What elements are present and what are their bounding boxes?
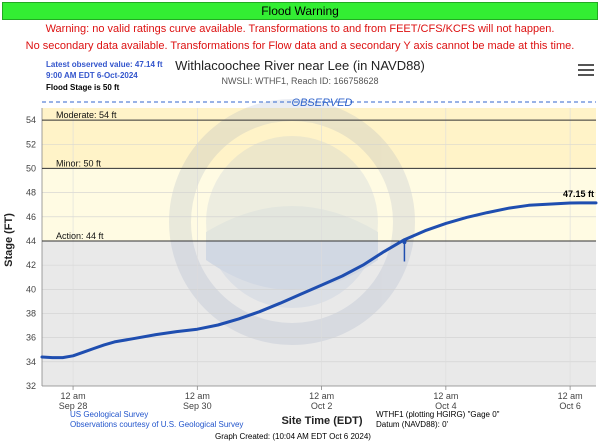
threshold-label: Moderate: 54 ft — [56, 110, 117, 120]
y-axis-ticks: 32 34 36 38 40 42 44 46 48 50 52 54 — [26, 115, 36, 391]
minor-to-action-band — [42, 168, 596, 241]
flood-warning-banner: Flood Warning — [2, 2, 598, 20]
x-tick-date-label: Sep 28 — [59, 401, 88, 411]
moderate-flood-band — [42, 108, 596, 121]
y-tick-label: 50 — [26, 163, 36, 173]
latest-observed-time: 9:00 AM EDT 6-Oct-2024 — [46, 71, 138, 80]
x-tick-date-label: Oct 6 — [559, 401, 581, 411]
x-tick-time-label: 12 am — [309, 391, 334, 401]
x-tick-time-label: 12 am — [185, 391, 210, 401]
y-tick-label: 54 — [26, 115, 36, 125]
chart-grid — [41, 108, 596, 387]
threshold-label: Action: 44 ft — [56, 231, 104, 241]
noaa-watermark-logo — [169, 99, 415, 345]
y-tick-label: 52 — [26, 139, 36, 149]
y-tick-label: 38 — [26, 308, 36, 318]
gauge-info-text: WTHF1 (plotting HGIRG) "Gage 0" — [376, 410, 500, 419]
y-tick-label: 42 — [26, 260, 36, 270]
latest-observed-value: Latest observed value: 47.14 ft — [46, 60, 163, 69]
graph-created-text: Graph Created: (10:04 AM EDT Oct 6 2024) — [215, 432, 371, 441]
y-tick-label: 48 — [26, 188, 36, 198]
y-axis-label: Stage (FT) — [3, 213, 15, 267]
chart-title: Withlacoochee River near Lee (in NAVD88) — [175, 58, 425, 73]
y-tick-label: 46 — [26, 212, 36, 222]
threshold-lines: Moderate: 54 ft Minor: 50 ft Action: 44 ft — [42, 110, 596, 242]
y-tick-label: 32 — [26, 381, 36, 391]
y-tick-label: 36 — [26, 333, 36, 343]
ratings-warning-text: Warning: no valid ratings curve availabl… — [45, 23, 555, 35]
menu-bar — [578, 69, 594, 71]
flood-stage-text: Flood Stage is 50 ft — [46, 83, 120, 92]
observed-section-label: OBSERVED — [292, 97, 353, 109]
x-tick-time-label: 12 am — [61, 391, 86, 401]
threshold-label: Minor: 50 ft — [56, 158, 102, 168]
hamburger-menu-icon[interactable] — [578, 64, 594, 78]
chart-subtitle: NWSLI: WTHF1, Reach ID: 166758628 — [221, 76, 379, 86]
x-axis-label: Site Time (EDT) — [281, 415, 362, 427]
usgs-source-link[interactable]: US Geological Survey — [70, 410, 149, 419]
menu-bar — [578, 64, 594, 66]
y-tick-label: 34 — [26, 357, 36, 367]
x-tick-date-label: Sep 30 — [183, 401, 212, 411]
x-tick-time-label: 12 am — [558, 391, 583, 401]
last-value-label: 47.15 ft — [563, 189, 594, 199]
y-tick-label: 44 — [26, 236, 36, 246]
observed-stage-line — [40, 201, 598, 360]
series-layer: 47.15 ft — [40, 189, 598, 360]
x-tick-time-label: 12 am — [433, 391, 458, 401]
menu-bar — [578, 74, 594, 76]
y-tick-label: 40 — [26, 284, 36, 294]
x-tick-date-label: Oct 4 — [435, 401, 457, 411]
datum-text: Datum (NAVD88): 0' — [376, 420, 449, 429]
observations-source-link[interactable]: Observations courtesy of U.S. Geological… — [70, 420, 244, 429]
x-tick-date-label: Oct 2 — [311, 401, 333, 411]
secondary-data-warning-text: No secondary data available. Transformat… — [25, 40, 575, 52]
observation-marker-dot — [402, 240, 407, 245]
